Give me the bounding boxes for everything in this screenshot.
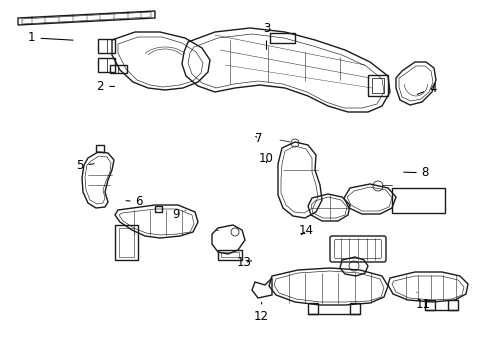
- Text: 3: 3: [262, 22, 270, 49]
- Text: 6: 6: [126, 195, 143, 208]
- Text: 1: 1: [28, 31, 73, 44]
- Text: 12: 12: [254, 302, 268, 323]
- Text: 5: 5: [76, 159, 94, 172]
- Text: 13: 13: [237, 256, 251, 269]
- Text: 10: 10: [259, 152, 273, 165]
- Text: 14: 14: [299, 224, 313, 237]
- Text: 11: 11: [415, 292, 429, 311]
- Text: 8: 8: [403, 166, 428, 179]
- Text: 2: 2: [96, 80, 114, 93]
- Text: 7: 7: [255, 132, 263, 145]
- Text: 9: 9: [172, 208, 185, 221]
- Text: 4: 4: [416, 82, 436, 95]
